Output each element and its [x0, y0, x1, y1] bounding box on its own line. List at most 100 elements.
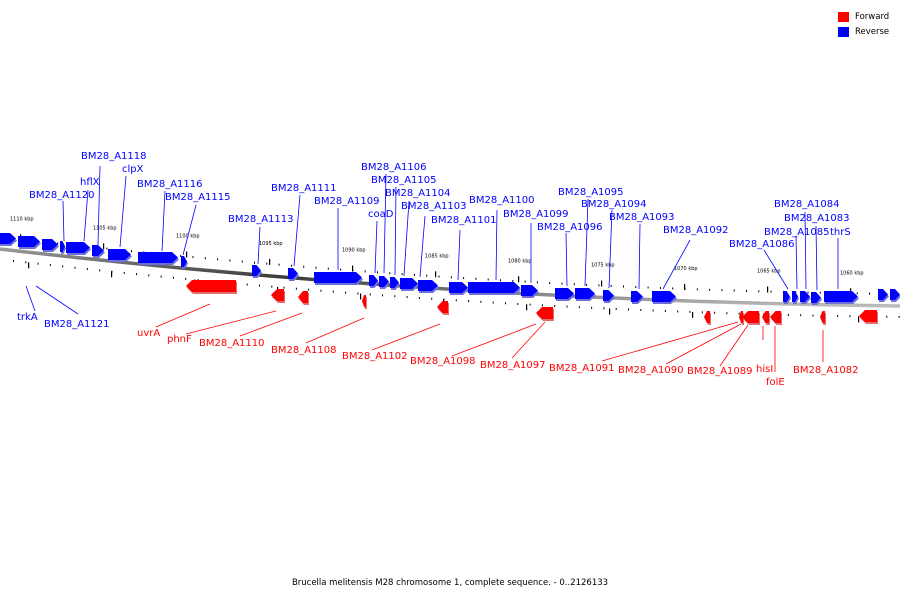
minor-tick [603, 307, 605, 310]
major-tick [435, 271, 437, 278]
minor-tick [283, 286, 285, 289]
minor-tick [185, 277, 187, 280]
gene-arrow [792, 291, 798, 302]
minor-tick [659, 286, 661, 289]
reverse-gene-label: thrS [830, 227, 851, 238]
gene-arrow [379, 276, 389, 287]
minor-tick [468, 300, 470, 303]
minor-tick [271, 285, 273, 288]
minor-tick [849, 315, 851, 318]
minor-tick [578, 306, 580, 309]
forward-gene-label: BM28_A1098 [410, 356, 476, 367]
minor-tick [246, 283, 248, 286]
minor-tick [573, 283, 575, 286]
scale-tick-label: 1060 kbp [840, 270, 864, 276]
minor-tick [701, 311, 703, 314]
minor-tick [819, 291, 821, 294]
leader-line [62, 200, 65, 242]
gene-arrow [468, 282, 520, 293]
minor-tick [837, 314, 839, 317]
leader-line [584, 198, 589, 287]
scale-tick-label: 1110 kbp [10, 216, 34, 222]
leader-line [374, 220, 378, 274]
leader-line [815, 225, 818, 291]
minor-tick [721, 289, 723, 292]
minor-tick [696, 288, 698, 291]
gene-arrow [298, 291, 308, 303]
minor-tick [377, 271, 378, 274]
gene-arrow [811, 292, 821, 303]
minor-tick [869, 292, 870, 295]
minor-tick [204, 257, 206, 260]
gene-arrow [521, 285, 538, 296]
leader-line [662, 239, 691, 290]
gene-arrow [369, 275, 378, 286]
leader-line [161, 190, 166, 252]
reverse-gene-label: BM28_A1118 [81, 151, 147, 162]
leader-line [293, 194, 301, 267]
minor-tick [136, 273, 137, 276]
gene-arrow [138, 252, 178, 263]
minor-tick [418, 296, 420, 299]
forward-gene-label: BM28_A1110 [199, 338, 265, 349]
leader-line [795, 235, 798, 290]
minor-tick [303, 265, 305, 268]
minor-tick [438, 275, 440, 278]
minor-tick [320, 289, 322, 292]
leader-line [511, 321, 546, 359]
minor-tick [709, 288, 711, 291]
minor-tick [623, 285, 624, 288]
leader-line [97, 165, 101, 246]
minor-tick [357, 292, 359, 295]
minor-tick [450, 276, 452, 279]
gene-arrow [652, 291, 676, 302]
reverse-genes [0, 233, 900, 305]
legend-label-reverse: Reverse [855, 26, 890, 37]
reverse-gene-label: BM28_A1121 [44, 319, 110, 330]
leader-line [457, 229, 461, 281]
minor-tick [586, 283, 588, 286]
major-tick [269, 258, 271, 265]
major-tick [360, 293, 362, 300]
leader-line [451, 323, 537, 357]
gene-arrow [536, 307, 553, 319]
major-tick [186, 251, 188, 258]
minor-tick [886, 315, 888, 318]
reverse-gene-label: BM28_A1101 [431, 215, 497, 226]
gene-arrow [742, 311, 759, 323]
minor-tick [536, 281, 538, 284]
leader-line [394, 186, 397, 276]
reverse-gene-label: BM28_A1113 [228, 214, 294, 225]
reverse-gene-label: BM28_A1092 [663, 225, 729, 236]
minor-tick [455, 299, 457, 302]
forward-gene-label: BM28_A1089 [687, 366, 753, 377]
minor-tick [37, 262, 39, 265]
major-tick [692, 311, 694, 318]
reverse-gene-label: BM28_A1093 [609, 212, 675, 223]
minor-tick [487, 278, 489, 281]
gene-arrow [42, 239, 58, 250]
reverse-gene-label: BM28_A1109 [314, 196, 380, 207]
minor-tick [541, 304, 543, 307]
minor-tick [733, 289, 735, 292]
gene-arrow [739, 311, 743, 323]
forward-genes [186, 280, 878, 325]
label-leaders [25, 165, 839, 372]
reverse-gene-label: BM28_A1086 [729, 239, 795, 250]
scale-tick-label: 1095 kbp [259, 241, 283, 247]
forward-gene-label: hisI [756, 364, 773, 375]
minor-tick [463, 277, 465, 280]
minor-tick [25, 261, 27, 264]
minor-tick [812, 314, 814, 317]
gene-arrow [390, 277, 399, 288]
figure-caption: Brucella melitensis M28 chromosome 1, co… [291, 578, 609, 588]
forward-gene-label: uvrA [137, 328, 160, 339]
leader-line [371, 323, 441, 351]
major-tick [352, 265, 354, 272]
leader-line [608, 209, 613, 289]
gene-arrow [66, 242, 90, 253]
minor-tick [123, 271, 125, 274]
minor-tick [652, 309, 654, 312]
reverse-gene-label: BM28_A1099 [503, 209, 569, 220]
